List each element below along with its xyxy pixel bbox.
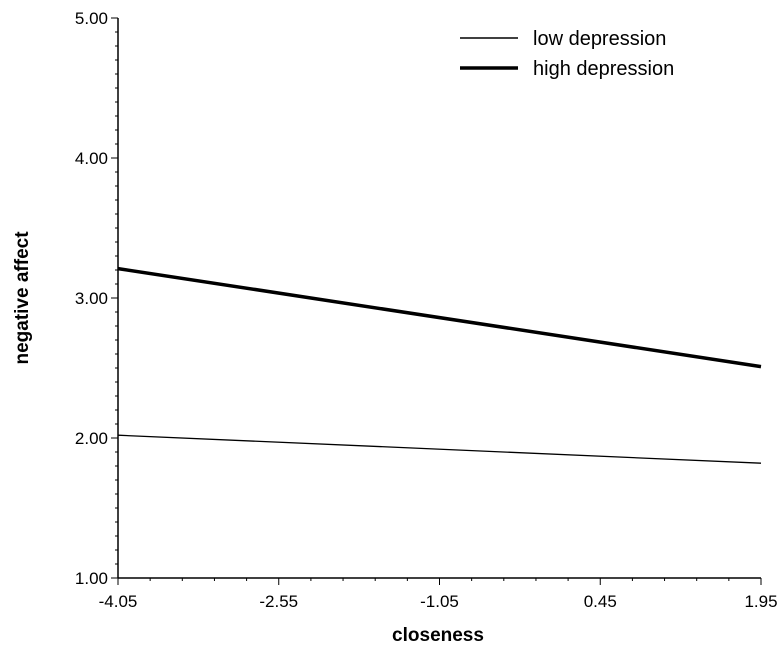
y-tick-label: 2.00 — [75, 429, 108, 448]
series-line-high-depression — [117, 266, 762, 369]
x-tick-label: 0.45 — [584, 592, 617, 611]
series-lines — [117, 266, 762, 464]
y-tick-label: 5.00 — [75, 9, 108, 28]
y-axis-title: negative affect — [12, 231, 33, 365]
series-line-low-depression — [117, 434, 762, 464]
y-tick-label: 3.00 — [75, 289, 108, 308]
x-axis-title: closeness — [392, 625, 484, 646]
y-tick-label: 1.00 — [75, 569, 108, 588]
x-tick-label: 1.95 — [744, 592, 777, 611]
x-tick-label: -4.05 — [99, 592, 138, 611]
x-tick-label: -2.55 — [259, 592, 298, 611]
legend-label-low-depression: low depression — [533, 28, 666, 50]
legend: low depression high depression — [460, 28, 674, 80]
x-tick-label: -1.05 — [420, 592, 459, 611]
legend-label-high-depression: high depression — [533, 58, 674, 80]
axes — [117, 18, 761, 579]
y-tick-label: 4.00 — [75, 149, 108, 168]
ticks: 1.00 2.00 3.00 4.00 5.00 -4.05 -2.55 -1.05 0.45 1… — [75, 9, 778, 611]
